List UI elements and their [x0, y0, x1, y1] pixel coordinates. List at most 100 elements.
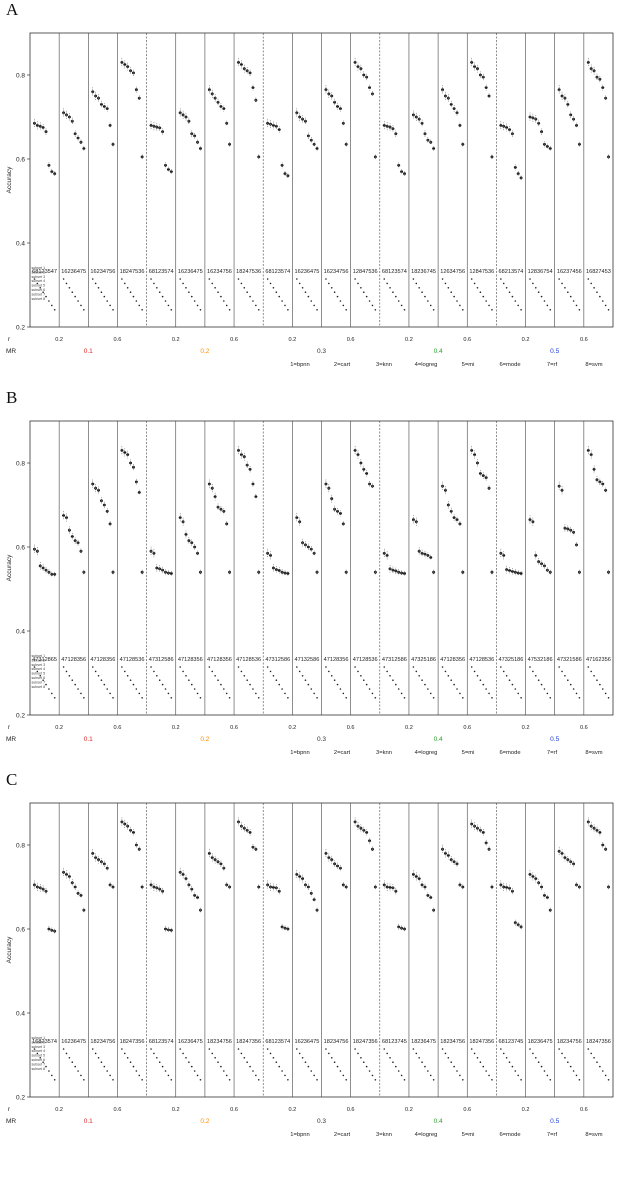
- subset-dot: [77, 688, 79, 690]
- data-point: [569, 113, 573, 117]
- subset-dot: [403, 1079, 406, 1081]
- data-point: [94, 94, 98, 98]
- data-point: [196, 896, 199, 899]
- subset-dot: [196, 692, 199, 695]
- subset-dot: [412, 666, 415, 668]
- subset-dot: [310, 688, 313, 690]
- subset-dot: [479, 291, 482, 294]
- data-point: [458, 883, 462, 887]
- data-point: [545, 896, 549, 899]
- data-point: [511, 132, 514, 136]
- subset-dot: [403, 697, 406, 699]
- subset-dot: [567, 1061, 569, 1063]
- data-point: [187, 119, 191, 123]
- data-point: [575, 883, 578, 887]
- subset-dot: [77, 1070, 79, 1072]
- subset-dot: [447, 675, 450, 677]
- legend-entry: 6=mode: [499, 362, 520, 368]
- subset-label: subset 1: [32, 654, 46, 658]
- data-point: [70, 881, 74, 885]
- data-point: [190, 541, 194, 545]
- data-point: [586, 61, 590, 64]
- subset-dot: [257, 697, 260, 699]
- subset-dot: [223, 1070, 225, 1072]
- subset-dot: [362, 679, 365, 681]
- subset-dot: [508, 1061, 511, 1063]
- data-point: [531, 875, 535, 878]
- subset-dot: [567, 679, 569, 681]
- rank-label: 47325186: [499, 657, 524, 663]
- rank-label: 47312586: [265, 657, 290, 663]
- subset-dot: [68, 675, 71, 677]
- mr-axis-label: MR: [6, 1118, 16, 1125]
- subset-dot: [607, 1079, 610, 1081]
- data-point: [537, 121, 541, 125]
- subset-dot: [575, 1074, 578, 1077]
- data-point: [222, 866, 226, 870]
- subset-dot: [532, 670, 534, 673]
- subset-dot: [517, 1074, 520, 1077]
- data-point: [324, 482, 328, 486]
- subset-dot: [564, 287, 566, 289]
- subset-dot: [558, 278, 560, 280]
- subset-dot: [167, 1074, 170, 1077]
- data-point: [269, 122, 272, 126]
- subset-dot: [596, 291, 598, 294]
- subset-dot: [540, 1065, 543, 1068]
- data-point: [333, 507, 337, 511]
- y-tick-label: 0.6: [16, 927, 25, 934]
- subset-dot: [249, 1065, 251, 1068]
- data-point: [519, 176, 523, 180]
- subset-dot: [295, 278, 298, 280]
- subset-dot: [328, 282, 330, 285]
- data-point: [277, 889, 281, 893]
- data-point: [516, 571, 520, 575]
- rank-label: 18247536: [236, 269, 261, 275]
- subset-dot: [511, 295, 514, 298]
- data-point: [266, 551, 270, 555]
- data-point: [446, 854, 450, 857]
- data-point: [199, 908, 202, 912]
- subset-dot: [156, 1057, 158, 1059]
- rank-label: 18236475: [411, 1039, 436, 1045]
- data-point: [400, 571, 404, 575]
- subset-dot: [62, 278, 65, 280]
- data-point: [274, 886, 278, 890]
- data-point: [152, 551, 156, 555]
- data-point: [111, 142, 115, 146]
- subset-dot: [505, 675, 508, 677]
- data-point: [528, 873, 532, 876]
- subset-dot: [345, 1079, 348, 1081]
- subset-dot: [371, 304, 374, 307]
- data-point: [149, 124, 153, 127]
- data-point: [187, 883, 191, 887]
- subset-dot: [470, 278, 473, 280]
- data-point: [178, 516, 182, 520]
- data-point: [97, 96, 100, 100]
- data-point: [481, 831, 485, 834]
- subset-dot: [345, 697, 348, 699]
- data-point: [65, 113, 68, 117]
- mr-level-label: 0.5: [550, 348, 559, 355]
- subset-dot: [123, 282, 126, 285]
- data-point: [508, 128, 511, 132]
- data-point: [196, 140, 199, 144]
- subset-dot: [243, 1057, 246, 1059]
- subset-dot: [441, 1048, 444, 1050]
- subset-dot: [450, 1061, 453, 1063]
- data-point: [444, 94, 447, 98]
- rank-label: 18247536: [120, 269, 145, 275]
- subset-dot: [537, 679, 540, 681]
- subset-dot: [491, 697, 493, 699]
- data-point: [607, 570, 610, 574]
- data-point: [228, 885, 232, 889]
- r-tick-label: 0.2: [405, 725, 413, 731]
- r-tick-label: 0.6: [114, 725, 122, 731]
- subset-dot: [284, 692, 286, 695]
- subset-label: subset 5: [32, 284, 46, 288]
- subset-dot: [596, 679, 598, 681]
- data-point: [283, 172, 287, 176]
- rank-label: 47162356: [586, 657, 611, 663]
- subset-dot: [97, 675, 100, 677]
- data-point: [572, 530, 576, 534]
